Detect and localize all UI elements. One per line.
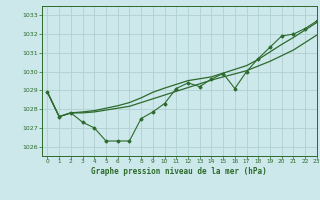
- X-axis label: Graphe pression niveau de la mer (hPa): Graphe pression niveau de la mer (hPa): [91, 167, 267, 176]
